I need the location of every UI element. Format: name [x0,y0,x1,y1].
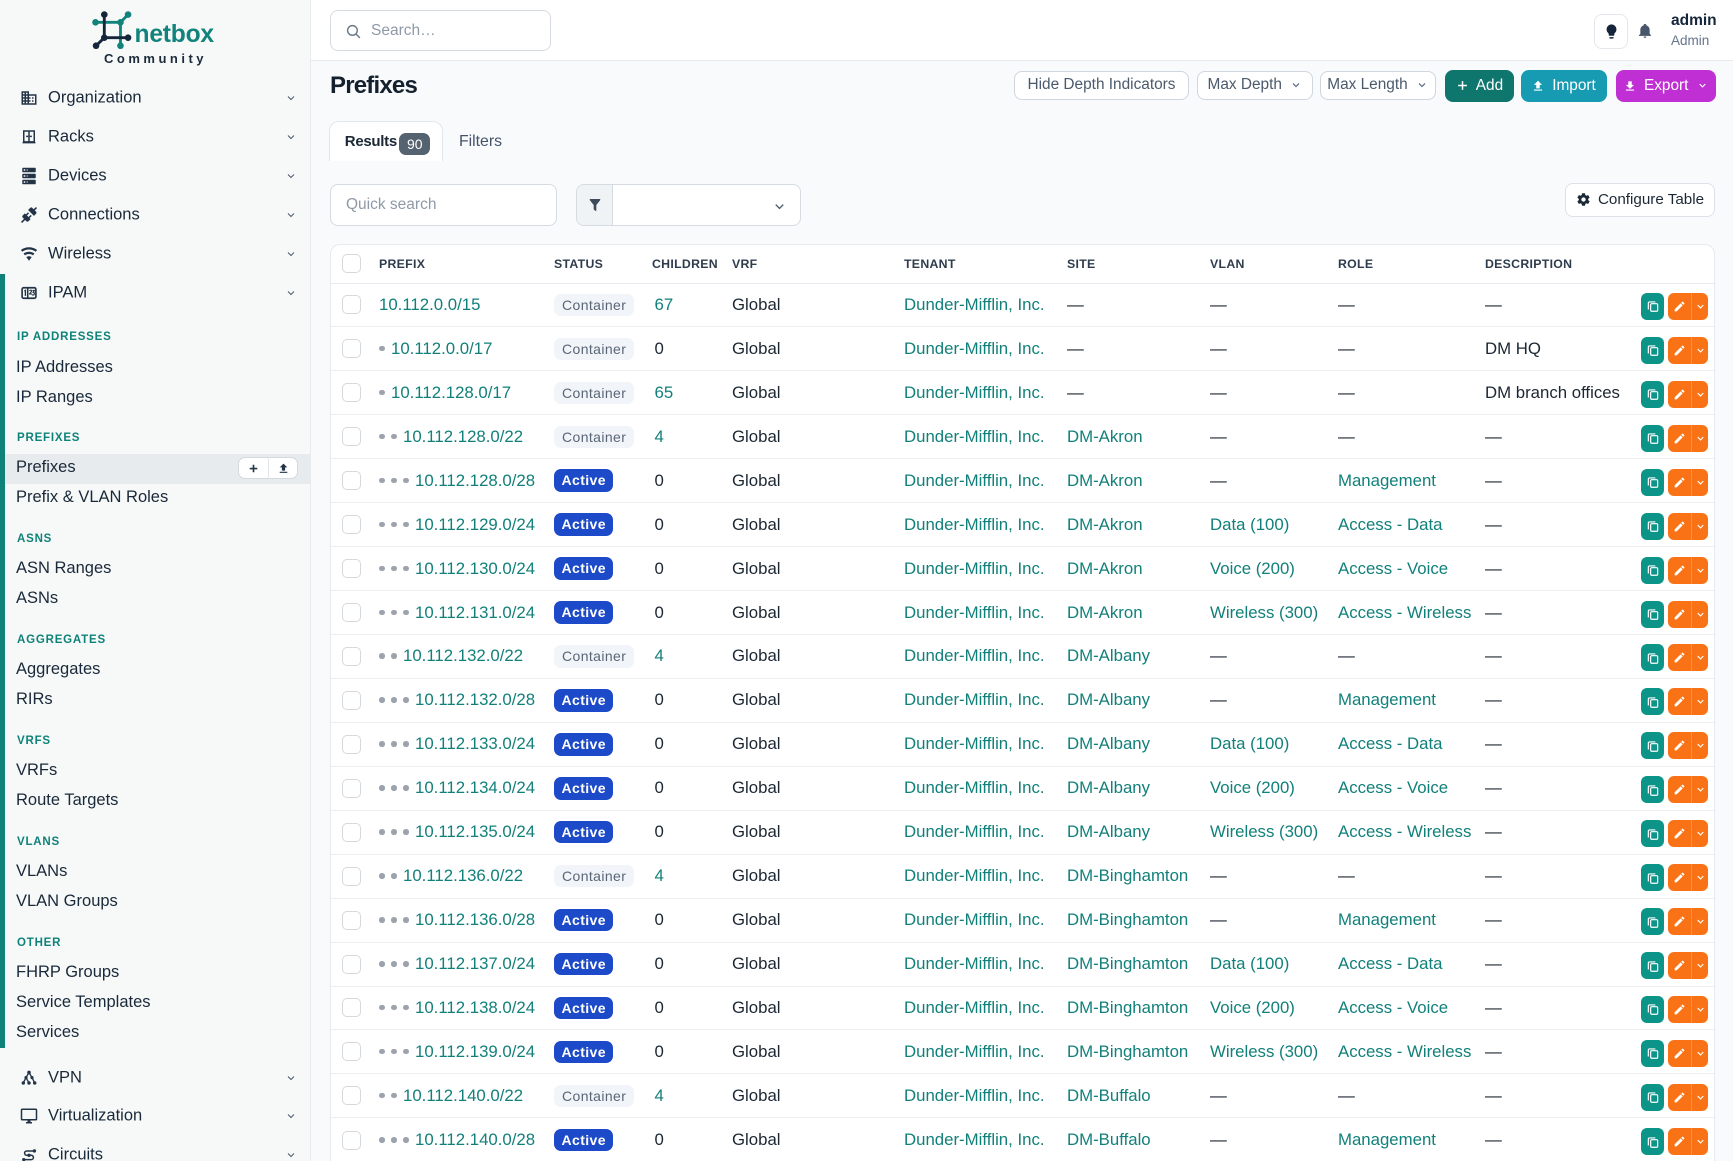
svg-text:netbox: netbox [135,21,215,48]
